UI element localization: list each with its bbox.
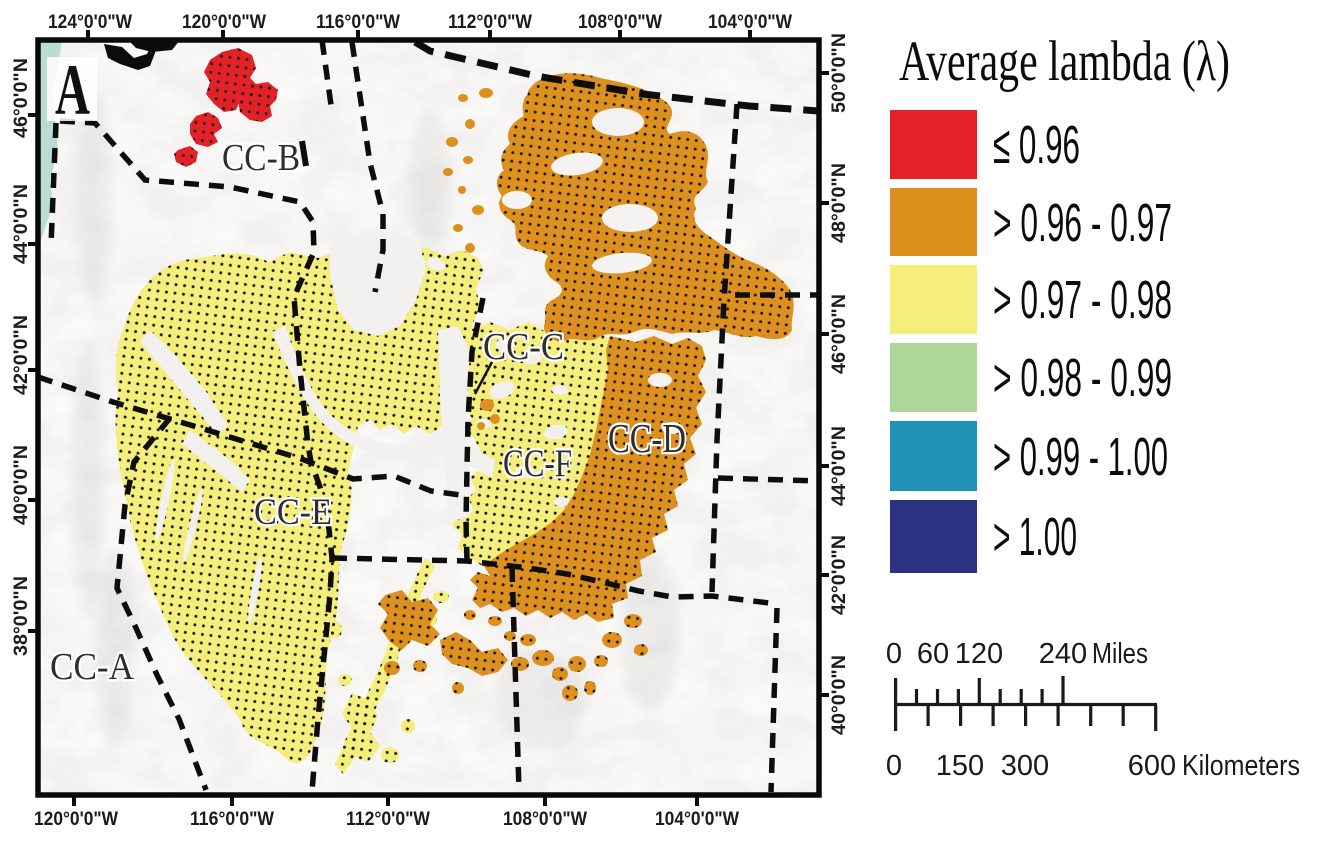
svg-text:CC-C: CC-C xyxy=(483,326,564,368)
svg-text:> 0.96 - 0.97: > 0.96 - 0.97 xyxy=(993,193,1172,253)
svg-text:Miles: Miles xyxy=(1092,638,1148,670)
svg-text:38°0'0"N: 38°0'0"N xyxy=(11,576,32,656)
svg-text:44°0'0"N: 44°0'0"N xyxy=(829,426,850,506)
svg-text:Kilometers: Kilometers xyxy=(1182,750,1300,782)
svg-text:116°0'0"W: 116°0'0"W xyxy=(316,12,400,33)
svg-text:CC-A: CC-A xyxy=(50,646,135,688)
svg-text:124°0'0"W: 124°0'0"W xyxy=(48,12,132,33)
svg-text:150: 150 xyxy=(936,750,984,782)
svg-text:108°0'0"W: 108°0'0"W xyxy=(503,809,587,830)
svg-text:CC-D: CC-D xyxy=(608,415,686,461)
svg-text:120°0'0"W: 120°0'0"W xyxy=(182,12,266,33)
svg-text:50°0'0"N: 50°0'0"N xyxy=(829,33,850,113)
svg-text:240: 240 xyxy=(1039,638,1087,670)
svg-text:A: A xyxy=(55,50,90,130)
svg-text:104°0'0"W: 104°0'0"W xyxy=(708,12,792,33)
svg-text:112°0'0"W: 112°0'0"W xyxy=(448,12,532,33)
svg-text:46°0'0"N: 46°0'0"N xyxy=(11,58,32,138)
svg-text:600: 600 xyxy=(1128,750,1176,782)
svg-text:> 0.99 - 1.00: > 0.99 - 1.00 xyxy=(993,427,1168,487)
svg-text:300: 300 xyxy=(1001,750,1049,782)
svg-text:120°0'0"W: 120°0'0"W xyxy=(34,809,118,830)
svg-text:> 0.97 - 0.98: > 0.97 - 0.98 xyxy=(993,270,1172,330)
svg-text:112°0'0"W: 112°0'0"W xyxy=(346,809,430,830)
svg-text:108°0'0"W: 108°0'0"W xyxy=(578,12,662,33)
svg-text:CC-B: CC-B xyxy=(222,137,300,179)
svg-text:116°0'0"W: 116°0'0"W xyxy=(190,809,274,830)
svg-text:42°0'0"N: 42°0'0"N xyxy=(829,535,850,615)
svg-text:> 1.00: > 1.00 xyxy=(993,507,1077,567)
svg-text:> 0.98 - 0.99: > 0.98 - 0.99 xyxy=(993,348,1172,408)
svg-text:42°0'0"N: 42°0'0"N xyxy=(11,315,32,395)
svg-text:48°0'0"N: 48°0'0"N xyxy=(829,163,850,243)
svg-text:0: 0 xyxy=(886,638,902,670)
svg-text:60: 60 xyxy=(917,638,949,670)
svg-text:46°0'0"N: 46°0'0"N xyxy=(829,294,850,374)
svg-text:104°0'0"W: 104°0'0"W xyxy=(655,809,739,830)
svg-text:≤ 0.96: ≤ 0.96 xyxy=(993,115,1080,175)
svg-text:40°0'0"N: 40°0'0"N xyxy=(11,445,32,525)
svg-text:0: 0 xyxy=(886,750,902,782)
svg-text:120: 120 xyxy=(955,638,1003,670)
svg-text:40°0'0"N: 40°0'0"N xyxy=(829,655,850,735)
svg-text:CC-E: CC-E xyxy=(254,492,332,533)
svg-text:44°0'0"N: 44°0'0"N xyxy=(11,184,32,264)
svg-text:CC-F: CC-F xyxy=(503,442,572,485)
svg-text:Average lambda (λ): Average lambda (λ) xyxy=(899,30,1230,93)
